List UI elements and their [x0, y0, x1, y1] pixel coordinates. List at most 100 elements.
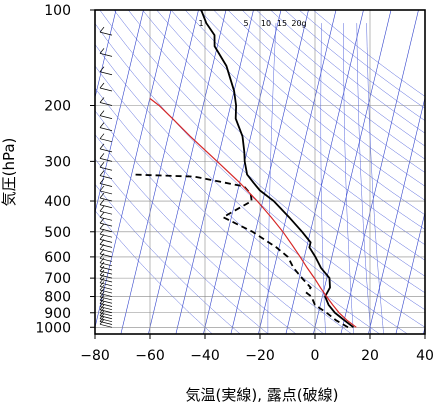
wind-barb-flag [99, 199, 105, 205]
wind-barb [99, 274, 113, 279]
y-tick-label: 400 [44, 194, 71, 210]
wind-barb [99, 204, 113, 209]
pressure-grid [95, 10, 425, 328]
wind-barb-flag [99, 304, 105, 310]
dry-adiabat-line [213, 10, 425, 187]
wind-barb-flag [99, 243, 105, 250]
wind-barb-flag [99, 265, 105, 272]
dry-adiabat-line [95, 65, 380, 334]
wind-barb-flag [99, 307, 105, 314]
dry-adiabat-line [241, 10, 425, 160]
wind-barb-flag [99, 162, 105, 168]
wind-barb-flag [99, 217, 105, 224]
mixing-ratio-label: 10 [261, 19, 271, 28]
sounding-series [131, 10, 357, 329]
wind-barb-flag [99, 153, 105, 159]
wind-barb [99, 233, 113, 238]
x-tick-label: 40 [416, 348, 434, 364]
wind-barb-flag [99, 261, 105, 268]
wind-barb [99, 228, 113, 233]
wind-barb [99, 248, 113, 253]
wind-barb-flag [99, 205, 105, 212]
dry-adiabat-line [95, 158, 269, 334]
mixing-ratio-line [366, 23, 384, 334]
y-tick-label: 200 [44, 99, 71, 115]
isotherm-line [258, 10, 337, 334]
x-tick-label: 20 [361, 348, 379, 364]
wind-barb [99, 87, 113, 92]
wind-barb [99, 278, 113, 283]
wind-barb-flag [99, 239, 105, 245]
dry-adiabat-line [95, 183, 241, 334]
wind-barb-flag [99, 295, 105, 301]
wind-barb-flag [99, 192, 105, 199]
wind-barb-flag [99, 143, 105, 150]
isotherm-line [175, 10, 254, 334]
dry-adiabat-line [95, 23, 425, 328]
wind-barb-flag [99, 281, 105, 287]
isotherm-line [148, 10, 227, 334]
isotherm-line [120, 10, 199, 334]
wind-barb [99, 210, 113, 215]
y-tick-label: 700 [44, 271, 71, 287]
wind-barb-flag [99, 253, 105, 259]
wind-barb [99, 127, 113, 131]
wind-barb-flag [99, 228, 105, 235]
isotherm-line [368, 96, 425, 334]
isotherm-line [395, 211, 425, 334]
dry-adiabat-line [95, 87, 352, 334]
wind-barb-flag [99, 110, 105, 116]
mixing-ratio-line [267, 23, 277, 334]
isotherm-line [230, 10, 309, 334]
wind-barb [99, 282, 113, 287]
wind-barb-flag [99, 316, 105, 322]
x-tick-label: −40 [190, 348, 220, 364]
wind-barb [99, 286, 113, 290]
dry-adiabat-line [95, 43, 408, 334]
dry-adiabat-line [170, 10, 425, 230]
wind-barb-flag [99, 133, 105, 139]
y-tick-label: 300 [44, 154, 71, 170]
dry-adiabat-line [185, 10, 425, 216]
wind-barb-flag [99, 288, 105, 294]
wind-barb [99, 270, 113, 275]
wind-barb-flag [99, 26, 105, 33]
wind-barb-flag [99, 273, 105, 280]
wind-barb [99, 239, 113, 243]
wind-barb-flag [99, 212, 105, 218]
dry-adiabat-line [95, 110, 325, 334]
mixing-ratio-label: 20g [291, 19, 306, 28]
isotherm-line [95, 10, 144, 214]
wind-barb-flag [99, 234, 105, 240]
dry-adiabat-line [199, 10, 425, 201]
y-tick-label: 100 [44, 3, 71, 19]
wind-barb-flag [99, 122, 105, 128]
wind-barb [99, 175, 113, 179]
dry-adiabat-line [128, 10, 425, 277]
wind-barb-flag [99, 284, 105, 291]
y-tick-label: 900 [44, 306, 71, 322]
wind-barb [99, 266, 113, 271]
temperature-line [200, 10, 355, 329]
wind-barb-flag [99, 313, 105, 319]
dry-adiabat-line [227, 10, 425, 173]
wind-barb [99, 148, 113, 153]
wind-barb-flag [99, 82, 105, 89]
mixing-ratio-line [320, 23, 326, 334]
wind-barb-flag [99, 178, 105, 184]
wind-barb [99, 166, 113, 171]
mixing-ratio-line [343, 23, 354, 334]
y-tick-label: 1000 [35, 320, 71, 336]
wind-barb [99, 31, 113, 36]
wind-barb-flag [99, 291, 105, 298]
wind-barb [99, 102, 113, 106]
wind-barb [99, 115, 113, 119]
isotherm-line [203, 10, 282, 334]
wind-barb [99, 253, 113, 258]
wind-barb [99, 258, 113, 262]
wind-barb-flag [99, 223, 105, 229]
mixing-ratio-line [356, 23, 372, 334]
y-tick-label: 600 [44, 250, 71, 266]
x-tick-label: −60 [135, 348, 165, 364]
wind-barb [99, 53, 113, 57]
